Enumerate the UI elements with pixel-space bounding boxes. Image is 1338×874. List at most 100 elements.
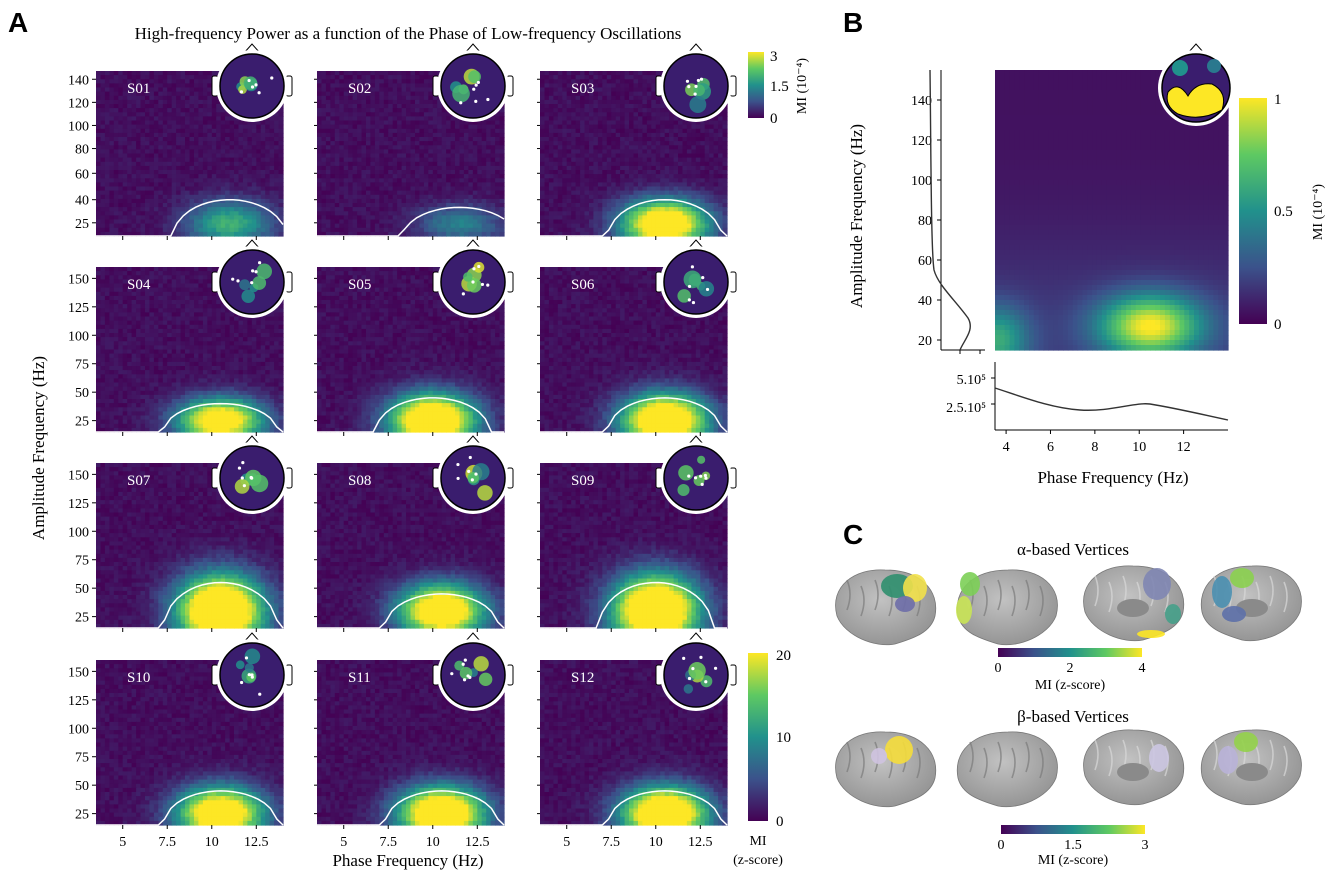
heatmap-cell [450,124,456,130]
heatmap-cell [370,95,376,101]
heatmap-cell [131,116,137,122]
heatmap-cell [691,182,697,188]
topo-electrode [474,83,478,87]
heatmap-cell [269,186,275,192]
heatmap-cell [548,178,554,183]
heatmap-cell [388,149,394,155]
heatmap-cell [548,137,554,142]
heatmap-cell [486,137,492,142]
heatmap-cell [321,132,327,138]
heatmap-cell [379,99,385,105]
heatmap-cell [401,145,407,150]
heatmap-cell [709,178,715,183]
heatmap-cell [566,79,572,84]
heatmap-cell [269,223,275,229]
heatmap-cell [477,219,483,225]
heatmap-cell [96,137,102,142]
heatmap-cell [580,83,586,89]
heatmap-cell [580,178,586,183]
heatmap-cell [229,120,235,126]
heatmap-cell [620,99,626,105]
heatmap-cell [211,215,217,221]
heatmap-cell [176,194,182,200]
heatmap-cell [194,145,200,150]
heatmap-cell [131,231,137,237]
heatmap-cell [392,149,398,155]
heatmap-cell [158,83,164,89]
heatmap-cell [553,120,559,126]
heatmap-cell [415,149,421,155]
heatmap-cell [118,108,124,113]
heatmap-cell [446,223,452,229]
heatmap-cell [162,132,168,138]
heatmap-cell [348,211,354,216]
heatmap-cell [718,128,724,134]
heatmap-cell [615,182,621,188]
heatmap-cell [265,186,271,192]
heatmap-cell [118,215,124,221]
heatmap-cell [198,231,204,237]
heatmap-cell [136,79,142,84]
heatmap-cell [352,79,358,84]
heatmap-cell [392,157,398,163]
heatmap-cell [167,215,173,221]
heatmap-cell [566,116,572,122]
heatmap-cell [225,194,231,200]
heatmap-cell [207,182,213,188]
heatmap-cell [153,223,159,229]
heatmap-cell [109,178,115,183]
heatmap-cell [247,174,253,179]
heatmap-cell [593,165,599,171]
heatmap-cell [678,190,684,196]
heatmap-cell [140,95,146,101]
heatmap-cell [229,157,235,163]
heatmap-cell [189,108,195,113]
heatmap-cell [149,157,155,163]
heatmap-cell [611,79,617,84]
heatmap-cell [624,211,630,216]
heatmap-cell [437,99,443,105]
heatmap-cell [695,137,701,142]
heatmap-cell [553,112,559,117]
heatmap-cell [446,165,452,171]
heatmap-cell [548,186,554,192]
heatmap-cell [330,71,336,76]
heatmap-cell [167,124,173,130]
heatmap-cell [638,116,644,122]
heatmap-cell [383,141,389,146]
heatmap-cell [695,194,701,200]
heatmap-cell [477,170,483,175]
heatmap-cell [348,215,354,221]
heatmap-cell [499,231,505,237]
heatmap-cell [624,91,630,97]
heatmap-cell [571,91,577,97]
heatmap-cell [615,95,621,101]
heatmap-cell [207,83,213,89]
heatmap-cell [459,231,465,237]
heatmap-cell [352,219,358,225]
heatmap-cell [185,91,191,97]
heatmap-cell [136,95,142,101]
heatmap-cell [566,99,572,105]
heatmap-cell [410,161,416,167]
heatmap-cell [423,157,429,163]
heatmap-cell [437,219,443,225]
heatmap-cell [176,165,182,171]
heatmap-cell [211,124,217,130]
heatmap-cell [611,149,617,155]
heatmap-cell [361,145,367,150]
heatmap-cell [260,145,266,150]
heatmap-cell [136,75,142,80]
heatmap-cell [149,128,155,134]
heatmap-cell [490,137,496,142]
heatmap-cell [651,87,657,93]
heatmap-cell [463,165,469,171]
heatmap-cell [131,75,137,80]
heatmap-cell [468,194,474,200]
heatmap-cell [669,124,675,130]
heatmap-cell [202,190,208,196]
heatmap-cell [540,79,546,84]
heatmap-cell [415,95,421,101]
heatmap-cell [357,174,363,179]
heatmap-cell [180,137,186,142]
